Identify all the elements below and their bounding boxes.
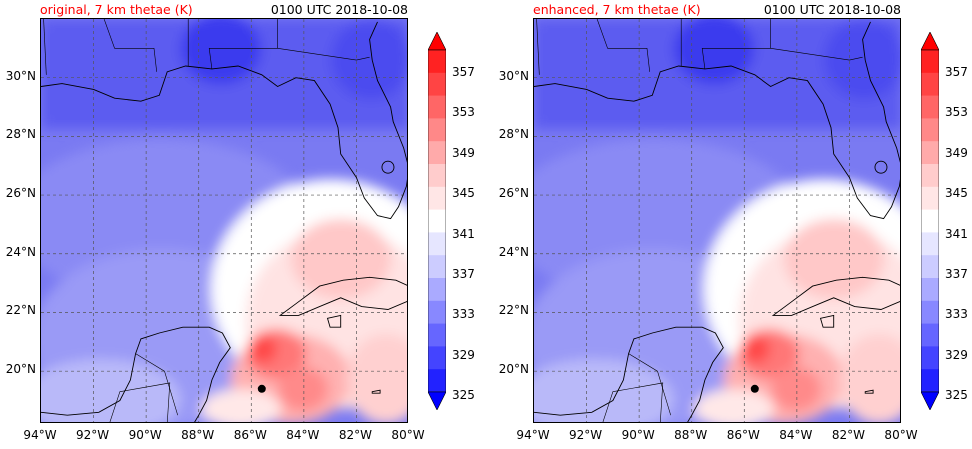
colorbar-tick-label: 333 <box>452 307 475 322</box>
colorbar-tick-label: 329 <box>452 347 475 362</box>
colorbar-tick-label: 333 <box>945 307 968 322</box>
lon-tick-label: 82°W <box>338 428 372 442</box>
colorbar-tick-label: 349 <box>945 145 968 160</box>
lat-tick-label: 20°N <box>5 362 36 377</box>
lon-tick-label: 88°W <box>181 428 215 442</box>
lat-tick-label: 26°N <box>5 186 36 201</box>
lat-tick-label: 28°N <box>5 127 36 142</box>
map-canvas <box>41 19 407 422</box>
storm-center-marker <box>750 384 759 393</box>
graticule <box>41 19 407 422</box>
colorbar-tick-label: 353 <box>945 105 968 120</box>
colorbar-tick-label: 325 <box>945 388 968 403</box>
colorbar-tick-label: 357 <box>452 65 475 79</box>
map-enhanced <box>533 18 901 423</box>
lat-tick-label: 22°N <box>5 303 36 318</box>
colorbar <box>428 32 446 410</box>
coastlines <box>534 19 900 422</box>
lon-tick-label: 90°W <box>621 428 655 442</box>
lon-tick-label: 92°W <box>75 428 110 442</box>
lat-tick-label: 24°N <box>498 244 529 259</box>
lat-tick-label: 24°N <box>5 244 36 259</box>
colorbar-tick-label: 349 <box>452 145 475 160</box>
map-original <box>40 18 408 423</box>
lon-tick-label: 86°W <box>233 428 267 442</box>
colorbar-tick-label: 345 <box>945 186 968 201</box>
colorbar-tick-label: 353 <box>452 105 475 120</box>
panel-enhanced: enhanced, 7 km thetae (K) 0100 UTC 2018-… <box>493 0 972 449</box>
lat-tick-label: 22°N <box>498 303 529 318</box>
lon-tick-label: 82°W <box>831 428 865 442</box>
coastlines <box>41 19 407 422</box>
lon-tick-label: 84°W <box>779 428 813 442</box>
lon-tick-label: 94°W <box>23 428 57 442</box>
lon-tick-label: 90°W <box>128 428 162 442</box>
lat-tick-label: 30°N <box>5 68 36 83</box>
lon-tick-label: 86°W <box>726 428 760 442</box>
lat-tick-label: 30°N <box>498 68 529 83</box>
colorbar-tick-label: 337 <box>452 267 475 281</box>
storm-center-marker <box>257 384 266 393</box>
colorbar-tick-label: 341 <box>452 226 475 241</box>
lat-tick-label: 20°N <box>498 362 529 377</box>
colorbar-tick-label: 345 <box>452 186 475 201</box>
panel-title-left: enhanced, 7 km thetae (K) <box>533 2 701 17</box>
lat-tick-label: 28°N <box>498 127 529 142</box>
colorbar-tick-label: 329 <box>945 347 968 362</box>
lon-tick-label: 80°W <box>391 428 425 442</box>
colorbar-tick-label: 337 <box>945 267 968 281</box>
colorbar <box>921 32 939 410</box>
colorbar-tick-label: 325 <box>452 388 475 403</box>
lon-tick-label: 88°W <box>674 428 708 442</box>
panel-title-right: 0100 UTC 2018-10-08 <box>270 2 408 17</box>
lon-tick-label: 80°W <box>884 428 918 442</box>
panel-title-right: 0100 UTC 2018-10-08 <box>763 2 901 17</box>
lon-tick-label: 92°W <box>568 428 603 442</box>
panel-title-left: original, 7 km thetae (K) <box>40 2 193 17</box>
graticule <box>534 19 900 422</box>
lat-tick-label: 26°N <box>498 186 529 201</box>
map-canvas <box>534 19 900 422</box>
colorbar-tick-label: 341 <box>945 226 968 241</box>
colorbar-tick-label: 357 <box>945 65 968 79</box>
panel-original: original, 7 km thetae (K) 0100 UTC 2018-… <box>5 2 475 442</box>
lon-tick-label: 94°W <box>516 428 550 442</box>
lon-tick-label: 84°W <box>286 428 320 442</box>
